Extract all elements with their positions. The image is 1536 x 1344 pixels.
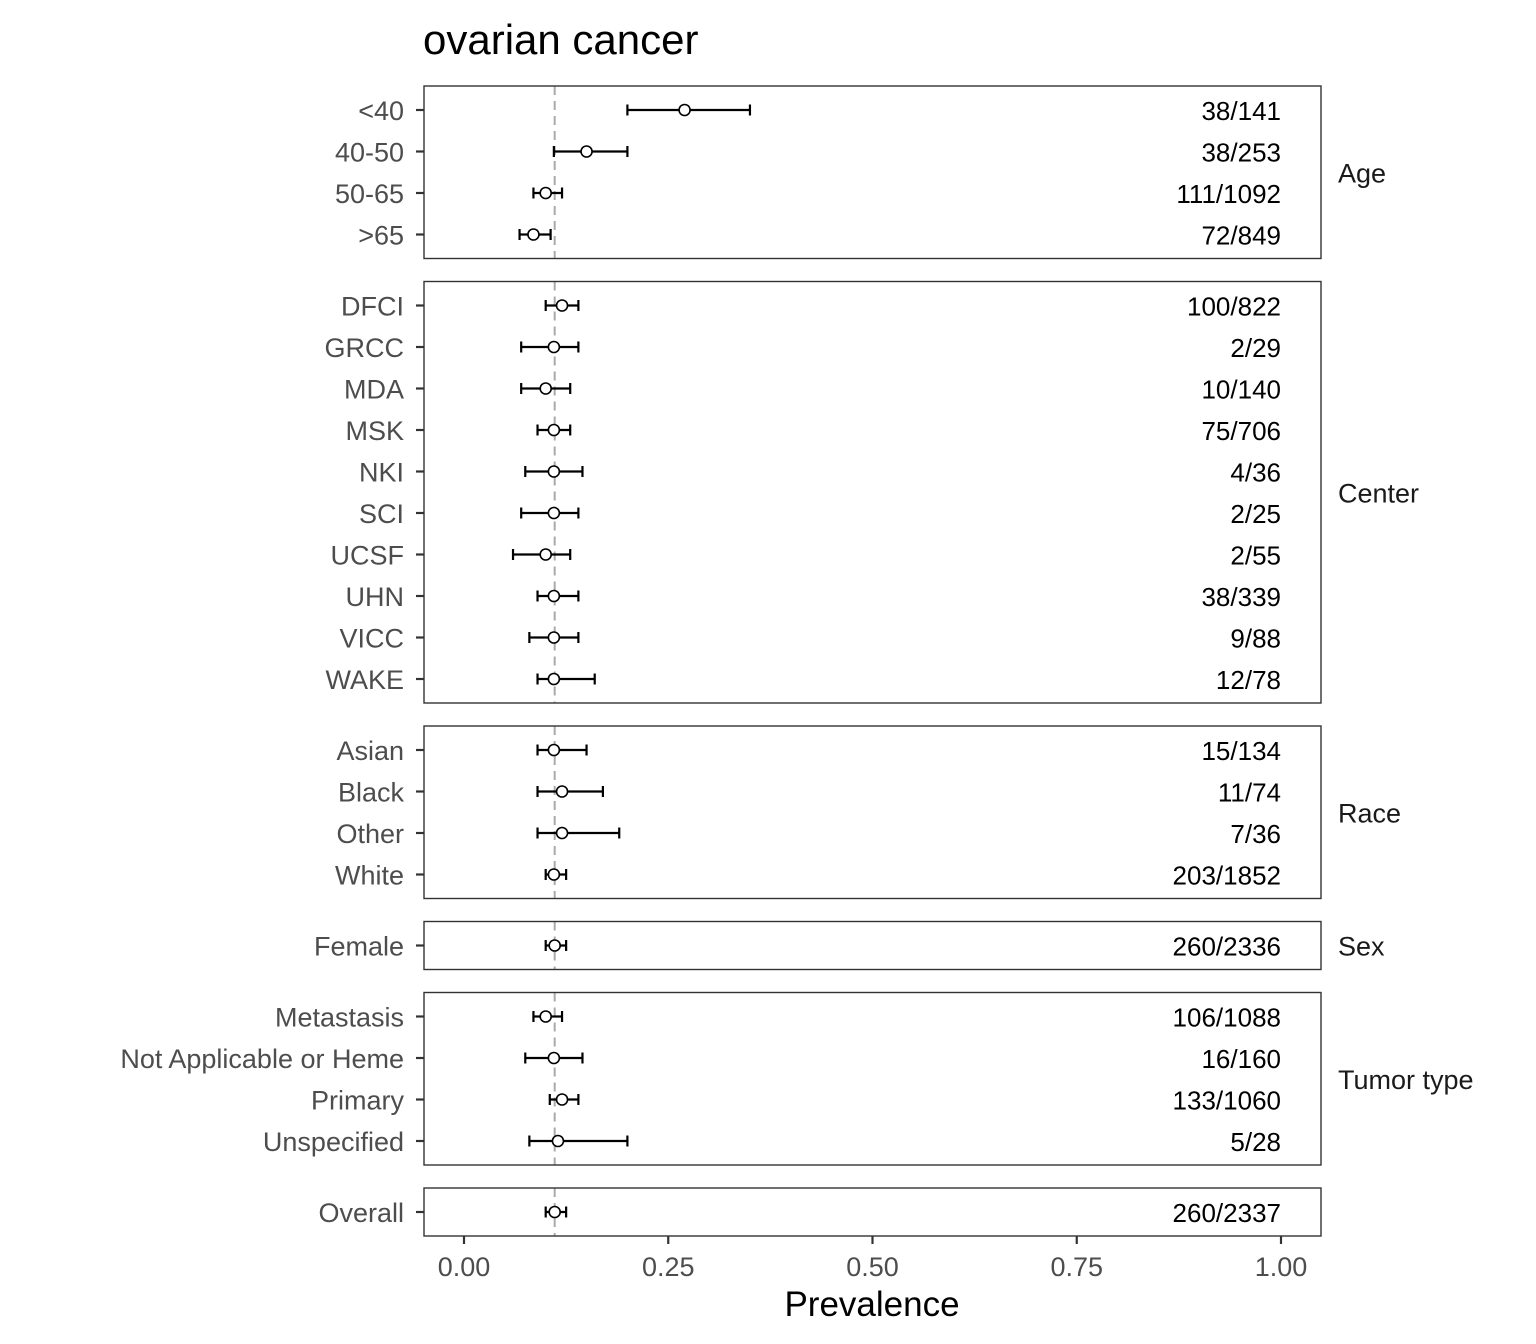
panel-age: <40 38/141 40-50 38/253 50-65 111/1092 >65 72/8… xyxy=(335,85,1386,260)
point-dfci xyxy=(555,299,569,312)
strip-label-sex: Sex xyxy=(1338,932,1385,962)
y-label-wake: WAKE xyxy=(325,665,404,695)
panel-border xyxy=(423,280,1322,704)
count-label-wake: 12/78 xyxy=(1216,665,1281,695)
point-50-65 xyxy=(539,186,553,200)
y-label-female: Female xyxy=(314,932,404,962)
y-label-overall: Overall xyxy=(318,1198,404,1228)
y-label-mda: MDA xyxy=(344,375,404,405)
point-white xyxy=(547,868,561,881)
point-asian xyxy=(547,743,561,757)
point-unspecified xyxy=(551,1134,565,1148)
count-label-black: 11/74 xyxy=(1218,778,1281,808)
count-label-overall: 260/2337 xyxy=(1173,1198,1281,1228)
y-label-other: Other xyxy=(336,819,404,849)
x-tick-label-0: 0.00 xyxy=(438,1252,491,1282)
point-msk xyxy=(547,423,561,437)
count-label-female: 260/2336 xyxy=(1173,932,1281,962)
point-uhn xyxy=(547,589,561,603)
y-label-65: >65 xyxy=(358,221,404,251)
x-tick-label-2: 0.50 xyxy=(846,1252,899,1282)
y-label-uhn: UHN xyxy=(346,582,405,612)
y-label-40: <40 xyxy=(358,96,404,126)
point-65 xyxy=(527,228,540,241)
point-vicc xyxy=(547,631,561,644)
point-metastasis xyxy=(539,1010,553,1023)
y-label-50-65: 50-65 xyxy=(335,179,404,209)
point-40 xyxy=(678,103,691,117)
point-female xyxy=(548,939,561,952)
count-label-primary: 133/1060 xyxy=(1173,1086,1281,1116)
point-mda xyxy=(539,382,553,395)
x-tick-label-3: 0.75 xyxy=(1050,1252,1103,1282)
point-wake xyxy=(547,672,561,686)
point-other xyxy=(555,826,569,840)
panel-race: Asian 15/134 Black 11/74 Other 7/36 White 203/1… xyxy=(335,725,1401,900)
y-label-dfci: DFCI xyxy=(341,292,404,322)
point-not-applicable-or-heme xyxy=(547,1051,561,1065)
count-label-65: 72/849 xyxy=(1201,221,1281,251)
y-label-asian: Asian xyxy=(336,736,404,766)
count-label-mda: 10/140 xyxy=(1201,375,1281,405)
panel-tumor-type: Metastasis 106/1088 Not Applicable or Heme… xyxy=(120,991,1474,1166)
count-label-asian: 15/134 xyxy=(1201,736,1281,766)
x-axis-label: Prevalence xyxy=(784,1285,959,1324)
y-label-unspecified: Unspecified xyxy=(263,1127,404,1157)
count-label-dfci: 100/822 xyxy=(1187,292,1281,322)
panels: <40 38/141 40-50 38/253 50-65 111/1092 >65 72/8… xyxy=(120,85,1474,1237)
count-label-nki: 4/36 xyxy=(1230,458,1281,488)
y-label-not-applicable-or-heme: Not Applicable or Heme xyxy=(120,1044,404,1074)
strip-label-center: Center xyxy=(1338,478,1419,508)
strip-label-tumor-type: Tumor type xyxy=(1338,1065,1474,1095)
x-tick-label-4: 1.00 xyxy=(1255,1252,1308,1282)
count-label-uhn: 38/339 xyxy=(1201,582,1281,612)
count-label-metastasis: 106/1088 xyxy=(1173,1003,1281,1033)
y-label-primary: Primary xyxy=(311,1086,404,1116)
count-label-40: 38/141 xyxy=(1201,96,1281,126)
point-nki xyxy=(547,465,561,478)
x-tick-label-1: 0.25 xyxy=(642,1252,695,1282)
panel-border xyxy=(423,85,1322,260)
panel-border xyxy=(423,991,1322,1166)
y-label-msk: MSK xyxy=(345,416,404,446)
point-sci xyxy=(547,506,561,520)
point-ucsf xyxy=(539,548,553,561)
y-label-black: Black xyxy=(338,778,405,808)
chart-title: ovarian cancer xyxy=(423,16,698,63)
x-axis: 0.00 0.25 0.50 0.75 1.00 xyxy=(438,1236,1308,1282)
y-label-vicc: VICC xyxy=(339,624,404,654)
panel-overall: Overall 260/2337 xyxy=(318,1187,1322,1237)
y-label-white: White xyxy=(335,861,404,891)
panel-border xyxy=(423,725,1322,900)
count-label-not-applicable-or-heme: 16/160 xyxy=(1201,1044,1281,1074)
y-label-metastasis: Metastasis xyxy=(275,1003,404,1033)
y-label-nki: NKI xyxy=(359,458,404,488)
y-label-sci: SCI xyxy=(359,499,404,529)
y-label-grcc: GRCC xyxy=(325,333,405,363)
count-label-unspecified: 5/28 xyxy=(1230,1127,1281,1157)
panel-sex: Female 260/2336 Sex xyxy=(314,920,1385,971)
count-label-white: 203/1852 xyxy=(1173,861,1281,891)
count-label-sci: 2/25 xyxy=(1230,499,1281,529)
count-label-other: 7/36 xyxy=(1230,819,1281,849)
y-label-ucsf: UCSF xyxy=(331,541,405,571)
panel-border xyxy=(423,920,1322,971)
y-label-40-50: 40-50 xyxy=(335,138,404,168)
count-label-40-50: 38/253 xyxy=(1201,138,1281,168)
point-black xyxy=(555,785,569,798)
point-grcc xyxy=(547,340,561,354)
count-label-50-65: 111/1092 xyxy=(1176,179,1281,209)
point-overall xyxy=(548,1205,561,1219)
count-label-msk: 75/706 xyxy=(1201,416,1281,446)
count-label-ucsf: 2/55 xyxy=(1230,541,1281,571)
point-40-50 xyxy=(580,145,593,158)
count-label-vicc: 9/88 xyxy=(1230,624,1281,654)
strip-label-race: Race xyxy=(1338,798,1401,828)
count-label-grcc: 2/29 xyxy=(1230,333,1281,363)
point-primary xyxy=(555,1093,569,1106)
panel-center: DFCI 100/822 GRCC 2/29 MDA 10/140 MSK 75/706 NKI… xyxy=(325,280,1419,704)
strip-label-age: Age xyxy=(1338,158,1386,188)
